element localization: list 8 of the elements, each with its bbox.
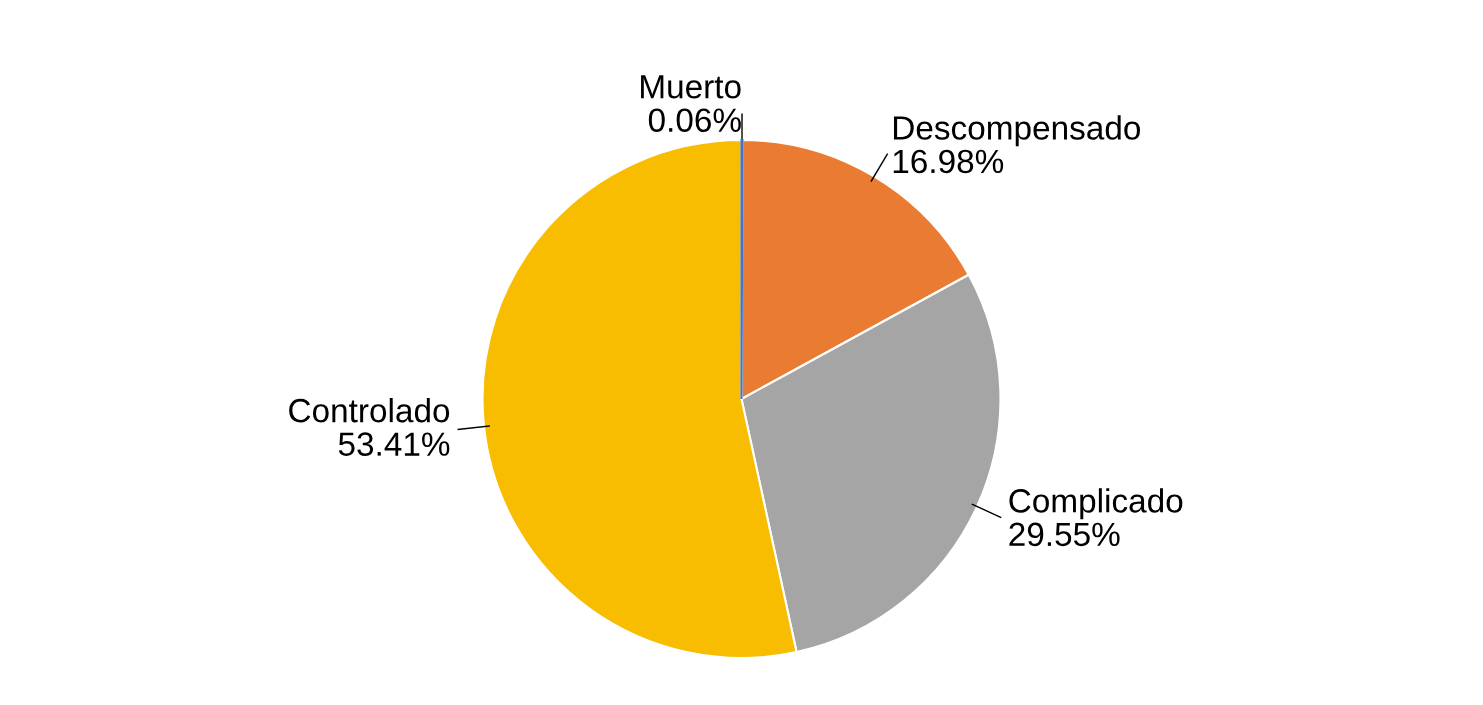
data-label: 53.41% [338, 432, 450, 456]
slice-label: Muerto [641, 75, 741, 99]
data-label: 29.55% [1009, 522, 1120, 547]
data-label: 16.98% [893, 149, 1004, 174]
slice-label: Descompensado [893, 115, 1141, 147]
data-label: 0.06% [648, 108, 741, 133]
slice-label: Complicado [1009, 488, 1183, 520]
slice-label: Controlado [289, 397, 450, 423]
